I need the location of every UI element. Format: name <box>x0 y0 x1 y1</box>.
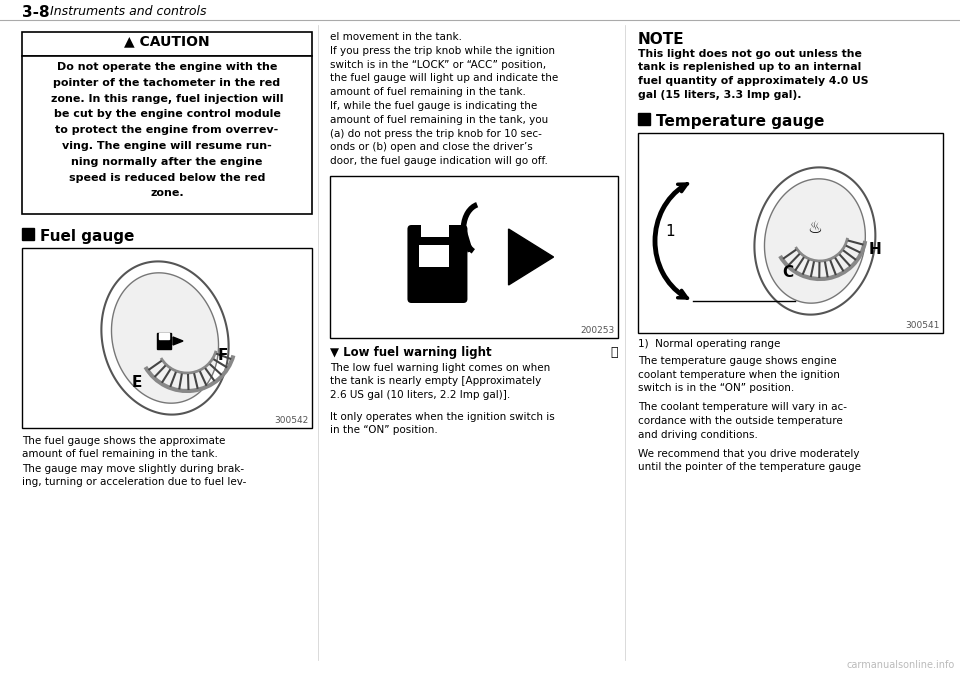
Text: zone.: zone. <box>150 188 183 199</box>
Text: This light does not go out unless the: This light does not go out unless the <box>638 49 862 59</box>
Bar <box>22 56 312 214</box>
Text: The temperature gauge shows engine: The temperature gauge shows engine <box>638 356 836 366</box>
Text: speed is reduced below the red: speed is reduced below the red <box>69 173 265 182</box>
Text: cordance with the outside temperature: cordance with the outside temperature <box>638 416 843 426</box>
FancyBboxPatch shape <box>407 225 468 303</box>
Bar <box>22 228 34 240</box>
Polygon shape <box>755 167 876 315</box>
Bar <box>22 248 312 428</box>
Text: zone. In this range, fuel injection will: zone. In this range, fuel injection will <box>51 94 283 104</box>
Bar <box>420 245 449 267</box>
Text: ving. The engine will resume run-: ving. The engine will resume run- <box>62 141 272 151</box>
Bar <box>638 133 943 333</box>
Text: 200253: 200253 <box>581 326 615 335</box>
Polygon shape <box>173 337 183 345</box>
Text: fuel quantity of approximately 4.0 US: fuel quantity of approximately 4.0 US <box>638 76 869 86</box>
Text: the fuel gauge will light up and indicate the: the fuel gauge will light up and indicat… <box>330 73 559 83</box>
Text: in the “ON” position.: in the “ON” position. <box>330 425 438 435</box>
Text: pointer of the tachometer in the red: pointer of the tachometer in the red <box>54 78 280 87</box>
Text: coolant temperature when the ignition: coolant temperature when the ignition <box>638 370 840 380</box>
Text: until the pointer of the temperature gauge: until the pointer of the temperature gau… <box>638 462 861 473</box>
Text: ▲ CAUTION: ▲ CAUTION <box>124 34 210 48</box>
Text: (a) do not press the trip knob for 10 sec-: (a) do not press the trip knob for 10 se… <box>330 129 541 138</box>
Text: Instruments and controls: Instruments and controls <box>50 5 206 18</box>
Text: Temperature gauge: Temperature gauge <box>656 114 825 129</box>
Text: 1: 1 <box>665 224 675 239</box>
Text: H: H <box>869 243 881 258</box>
Bar <box>157 333 171 349</box>
Text: C: C <box>782 265 793 280</box>
Text: ⛽: ⛽ <box>611 346 618 359</box>
Text: ning normally after the engine: ning normally after the engine <box>71 157 263 167</box>
Text: ▼ Low fuel warning light: ▼ Low fuel warning light <box>330 346 492 359</box>
Text: If, while the fuel gauge is indicating the: If, while the fuel gauge is indicating t… <box>330 101 538 111</box>
Text: The fuel gauge shows the approximate: The fuel gauge shows the approximate <box>22 436 226 446</box>
Text: and driving conditions.: and driving conditions. <box>638 429 757 439</box>
Polygon shape <box>764 179 865 303</box>
Bar <box>638 113 650 125</box>
Text: It only operates when the ignition switch is: It only operates when the ignition switc… <box>330 412 555 422</box>
Text: switch is in the “ON” position.: switch is in the “ON” position. <box>638 383 794 393</box>
Text: Fuel gauge: Fuel gauge <box>40 229 134 244</box>
Text: The gauge may move slightly during brak-: The gauge may move slightly during brak- <box>22 464 244 474</box>
Polygon shape <box>509 229 554 285</box>
Text: 300542: 300542 <box>275 416 309 425</box>
Text: 1)  Normal operating range: 1) Normal operating range <box>638 339 780 349</box>
Text: tank is replenished up to an internal: tank is replenished up to an internal <box>638 62 861 73</box>
Text: ♨: ♨ <box>807 219 823 237</box>
Text: amount of fuel remaining in the tank, you: amount of fuel remaining in the tank, yo… <box>330 115 548 125</box>
Text: 3-8: 3-8 <box>22 5 50 20</box>
Bar <box>330 176 618 338</box>
Text: onds or (b) open and close the driver’s: onds or (b) open and close the driver’s <box>330 142 533 153</box>
Text: The low fuel warning light comes on when: The low fuel warning light comes on when <box>330 363 550 373</box>
Text: the tank is nearly empty [Approximately: the tank is nearly empty [Approximately <box>330 376 541 386</box>
Bar <box>159 333 169 339</box>
Text: be cut by the engine control module: be cut by the engine control module <box>54 109 280 119</box>
Text: ing, turning or acceleration due to fuel lev-: ing, turning or acceleration due to fuel… <box>22 477 247 487</box>
Text: 300541: 300541 <box>905 321 940 330</box>
Text: The coolant temperature will vary in ac-: The coolant temperature will vary in ac- <box>638 403 847 412</box>
Text: carmanualsonline.info: carmanualsonline.info <box>847 660 955 670</box>
Text: Do not operate the engine with the: Do not operate the engine with the <box>57 62 277 72</box>
Text: 2.6 US gal (10 liters, 2.2 Imp gal)].: 2.6 US gal (10 liters, 2.2 Imp gal)]. <box>330 390 511 400</box>
Polygon shape <box>111 273 219 403</box>
Text: switch is in the “LOCK” or “ACC” position,: switch is in the “LOCK” or “ACC” positio… <box>330 60 546 70</box>
Text: door, the fuel gauge indication will go off.: door, the fuel gauge indication will go … <box>330 156 548 166</box>
Text: If you press the trip knob while the ignition: If you press the trip knob while the ign… <box>330 46 555 56</box>
Text: amount of fuel remaining in the tank.: amount of fuel remaining in the tank. <box>22 449 218 459</box>
Text: gal (15 liters, 3.3 Imp gal).: gal (15 liters, 3.3 Imp gal). <box>638 89 802 100</box>
Text: NOTE: NOTE <box>638 32 684 47</box>
Text: We recommend that you drive moderately: We recommend that you drive moderately <box>638 449 859 459</box>
Text: E: E <box>132 375 142 390</box>
Text: F: F <box>218 348 228 363</box>
Text: amount of fuel remaining in the tank.: amount of fuel remaining in the tank. <box>330 87 526 97</box>
Polygon shape <box>102 262 228 414</box>
Text: to protect the engine from overrev-: to protect the engine from overrev- <box>56 125 278 135</box>
Bar <box>22 32 312 56</box>
Text: el movement in the tank.: el movement in the tank. <box>330 32 462 42</box>
Bar <box>421 225 449 237</box>
